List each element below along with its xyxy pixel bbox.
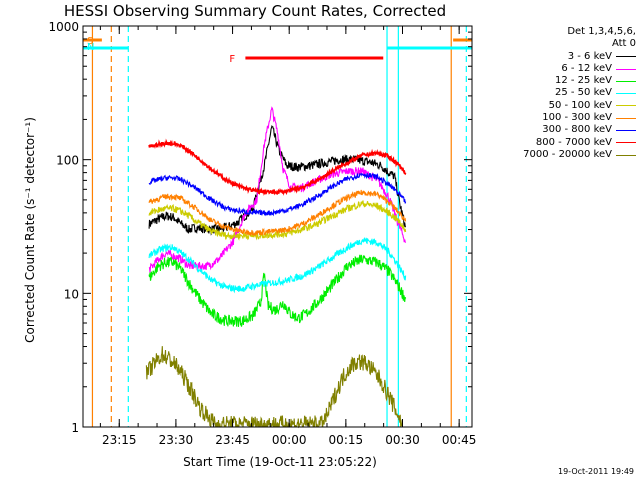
legend-label-7: 800 - 7000 keV bbox=[535, 136, 612, 148]
x-tick-label-0: 23:15 bbox=[102, 433, 137, 447]
legend: Det 1,3,4,5,6, Att 0 3 - 6 keV 6 - 12 keV… bbox=[480, 26, 636, 161]
legend-entry-0: 3 - 6 keV bbox=[480, 51, 636, 63]
legend-swatch-0 bbox=[616, 56, 636, 58]
legend-swatch-3 bbox=[616, 93, 636, 95]
series-line-6 bbox=[148, 172, 407, 217]
x-tick-label-2: 23:45 bbox=[215, 433, 250, 447]
x-tick-label-1: 23:30 bbox=[159, 433, 194, 447]
legend-entry-1: 6 - 12 keV bbox=[480, 63, 636, 75]
series-line-1 bbox=[148, 106, 407, 273]
x-tick-label-4: 00:15 bbox=[329, 433, 364, 447]
y-tick-label-3: 1000 bbox=[48, 20, 79, 34]
x-tick-label-5: 00:30 bbox=[385, 433, 420, 447]
series-line-5 bbox=[148, 189, 407, 237]
legend-label-1: 6 - 12 keV bbox=[561, 62, 612, 74]
x-tick-label-6: 00:45 bbox=[442, 433, 477, 447]
series-line-2 bbox=[148, 254, 407, 327]
vertical-markers bbox=[91, 26, 467, 427]
timestamp: 19-Oct-2011 19:49 bbox=[558, 467, 634, 476]
legend-label-0: 3 - 6 keV bbox=[567, 50, 612, 62]
legend-swatch-8 bbox=[616, 154, 636, 156]
legend-label-4: 50 - 100 keV bbox=[548, 99, 612, 111]
series-line-7 bbox=[148, 138, 407, 196]
flag-label-f: F bbox=[229, 54, 235, 65]
legend-swatch-7 bbox=[616, 142, 636, 144]
legend-entry-7: 800 - 7000 keV bbox=[480, 137, 636, 149]
legend-entries: 3 - 6 keV 6 - 12 keV 12 - 25 keV 25 - 50 ke… bbox=[480, 51, 636, 162]
legend-swatch-1 bbox=[616, 68, 636, 70]
series-line-0 bbox=[148, 125, 407, 236]
legend-swatch-4 bbox=[616, 105, 636, 107]
y-axis-ticks: 1 10 100 1000 bbox=[48, 20, 472, 435]
legend-swatch-6 bbox=[616, 130, 636, 132]
series-line-3 bbox=[148, 237, 407, 294]
legend-entry-3: 25 - 50 keV bbox=[480, 87, 636, 99]
legend-entry-8: 7000 - 20000 keV bbox=[480, 149, 636, 161]
series-line-4 bbox=[148, 200, 407, 241]
legend-swatch-2 bbox=[616, 80, 636, 82]
chart-title: HESSI Observing Summary Count Rates, Cor… bbox=[63, 2, 447, 20]
legend-label-3: 25 - 50 keV bbox=[554, 87, 612, 99]
flag-label-n: N bbox=[87, 42, 94, 53]
legend-entry-2: 12 - 25 keV bbox=[480, 75, 636, 87]
plot-frame bbox=[82, 25, 473, 428]
series-lines bbox=[145, 106, 407, 429]
flag-label-s: S bbox=[87, 36, 93, 47]
legend-entry-4: 50 - 100 keV bbox=[480, 100, 636, 112]
legend-label-5: 100 - 300 keV bbox=[542, 112, 612, 124]
y-tick-label-0: 1 bbox=[71, 421, 79, 435]
series-line-8 bbox=[145, 346, 403, 429]
y-tick-label-2: 100 bbox=[56, 154, 79, 168]
legend-header-attenuator: Att 0 bbox=[611, 38, 636, 50]
y-tick-label-1: 10 bbox=[64, 287, 79, 301]
legend-label-6: 300 - 800 keV bbox=[542, 124, 612, 136]
x-axis-label: Start Time (19-Oct-11 23:05:22) bbox=[183, 455, 377, 469]
x-tick-label-3: 00:00 bbox=[272, 433, 307, 447]
y-axis-label: Corrected Count Rate (s⁻¹ detector⁻¹) bbox=[23, 117, 37, 343]
legend-header-detectors: Det 1,3,4,5,6, bbox=[567, 26, 636, 37]
legend-entry-5: 100 - 300 keV bbox=[480, 112, 636, 124]
legend-swatch-5 bbox=[616, 117, 636, 119]
x-axis-ticks: 23:15 23:30 23:45 00:00 00:15 00:30 00:45 bbox=[99, 26, 477, 447]
legend-entry-6: 300 - 800 keV bbox=[480, 124, 636, 136]
flag-bars: SN F bbox=[83, 36, 472, 65]
legend-label-8: 7000 - 20000 keV bbox=[523, 148, 612, 160]
legend-label-2: 12 - 25 keV bbox=[554, 75, 612, 87]
